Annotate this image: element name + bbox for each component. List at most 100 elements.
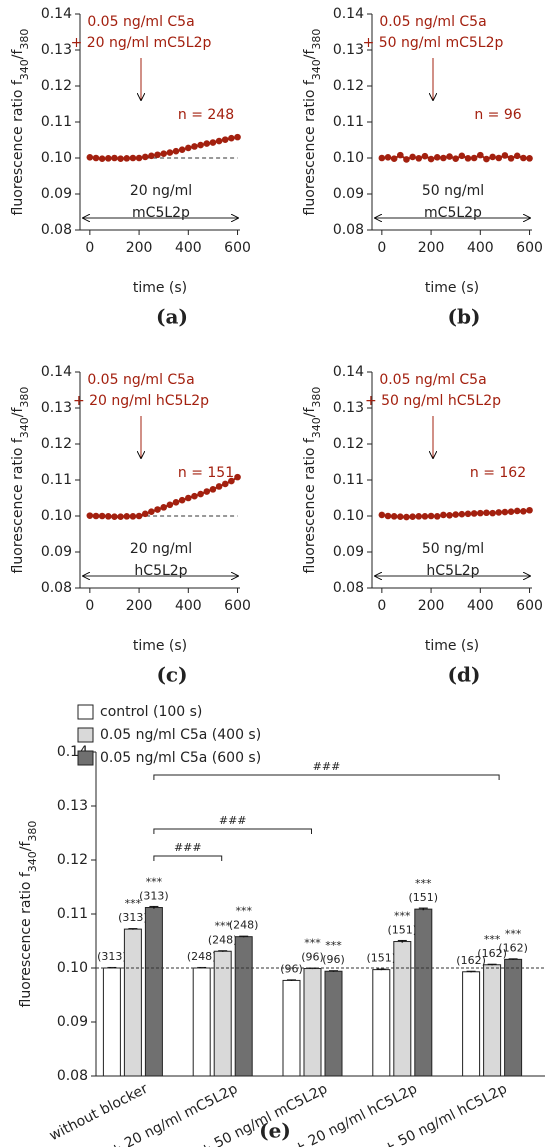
data-point bbox=[209, 486, 217, 493]
bar bbox=[282, 979, 301, 1077]
data-point bbox=[172, 499, 180, 506]
y-tick-label: 0.13 bbox=[41, 400, 72, 416]
x-tick-label: 200 bbox=[418, 598, 445, 614]
legend-swatch bbox=[77, 727, 94, 743]
data-point bbox=[513, 152, 521, 160]
y-tick-label: 0.12 bbox=[333, 436, 364, 452]
data-point bbox=[384, 153, 392, 161]
annotation: 0.05 ng/ml C5a bbox=[87, 372, 194, 388]
data-point bbox=[433, 153, 441, 161]
y-tick-label: 0.11 bbox=[333, 472, 364, 488]
y-axis-label-part: /f bbox=[18, 841, 34, 852]
data-point bbox=[403, 156, 410, 163]
data-point bbox=[234, 473, 241, 481]
n-label: (151) bbox=[367, 952, 397, 965]
n-label: n = 248 bbox=[178, 107, 234, 123]
data-point bbox=[390, 155, 398, 163]
data-point bbox=[148, 508, 155, 515]
data-point bbox=[458, 152, 466, 160]
y-axis-label-part: fluorescence ratio f bbox=[18, 871, 34, 1007]
x-tick-label: 200 bbox=[126, 598, 153, 614]
n-label: (96) bbox=[322, 953, 345, 966]
y-axis-label-part: fluorescence ratio f bbox=[10, 437, 26, 573]
data-point bbox=[98, 155, 106, 163]
y-axis-label-part: 340 bbox=[310, 59, 323, 80]
y-tick-label: 0.10 bbox=[41, 150, 72, 166]
x-tick-label: 400 bbox=[175, 240, 202, 256]
data-point bbox=[234, 133, 241, 141]
y-axis-label: fluorescence ratio f340/f380 bbox=[10, 29, 31, 216]
data-point bbox=[495, 154, 503, 162]
n-label: n = 96 bbox=[474, 107, 521, 123]
y-tick-label: 0.09 bbox=[41, 544, 72, 560]
data-point bbox=[197, 490, 204, 498]
data-point bbox=[228, 477, 235, 485]
bracket bbox=[153, 774, 500, 780]
data-point bbox=[185, 144, 192, 152]
y-axis-label-part: 340 bbox=[18, 59, 31, 80]
x-axis-label: time (s) bbox=[133, 280, 187, 296]
data-point bbox=[507, 508, 515, 515]
data-point bbox=[415, 155, 423, 162]
significance: *** bbox=[214, 919, 231, 932]
legend-label: control (100 s) bbox=[100, 704, 202, 720]
data-point bbox=[446, 153, 453, 160]
significance: *** bbox=[505, 927, 522, 940]
blocker-label: hC5L2p bbox=[426, 563, 479, 579]
bracket bbox=[153, 828, 312, 834]
data-point bbox=[191, 143, 198, 150]
data-point bbox=[403, 513, 410, 521]
annotation: + 20 ng/ml mC5L2p bbox=[71, 35, 212, 51]
n-label: (313) bbox=[97, 950, 127, 963]
bar bbox=[372, 969, 391, 1077]
data-point bbox=[141, 153, 149, 161]
data-point bbox=[123, 513, 131, 520]
comparison-label: ### bbox=[219, 814, 247, 827]
bar bbox=[324, 970, 343, 1077]
y-tick-label: 0.10 bbox=[333, 150, 364, 166]
y-tick-label: 0.09 bbox=[333, 544, 364, 560]
n-label: (162) bbox=[477, 947, 507, 960]
y-tick-label: 0.10 bbox=[41, 508, 72, 524]
data-point bbox=[111, 154, 118, 162]
x-tick-label: 0 bbox=[377, 598, 386, 614]
bar bbox=[504, 958, 523, 1077]
y-axis-label-part: 380 bbox=[18, 387, 31, 408]
n-label: (248) bbox=[208, 933, 238, 946]
data-point bbox=[86, 153, 94, 161]
y-axis-label: fluorescence ratio f340/f380 bbox=[18, 821, 39, 1008]
data-point bbox=[86, 512, 94, 519]
data-point bbox=[105, 155, 112, 162]
annotation: + 50 ng/ml hC5L2p bbox=[365, 393, 501, 409]
y-axis-label-part: 380 bbox=[18, 29, 31, 50]
data-point bbox=[384, 512, 392, 520]
bar bbox=[144, 907, 163, 1077]
data-point bbox=[520, 154, 527, 162]
y-tick-label: 0.12 bbox=[333, 78, 364, 94]
x-tick-label: 0 bbox=[85, 598, 94, 614]
data-point bbox=[415, 513, 423, 520]
data-point bbox=[427, 512, 435, 520]
y-tick-label: 0.09 bbox=[41, 186, 72, 202]
bar bbox=[414, 908, 433, 1077]
data-point bbox=[160, 150, 167, 157]
data-point bbox=[495, 509, 503, 516]
data-point bbox=[98, 512, 106, 520]
data-point bbox=[470, 510, 478, 517]
y-tick-label: 0.14 bbox=[41, 6, 72, 22]
panel-label: (a) bbox=[156, 305, 188, 329]
y-tick-label: 0.10 bbox=[57, 960, 88, 976]
y-tick-label: 0.13 bbox=[57, 798, 88, 814]
data-point bbox=[446, 511, 453, 519]
data-point bbox=[203, 488, 211, 495]
n-label: (151) bbox=[409, 891, 439, 904]
y-axis-label: fluorescence ratio f340/f380 bbox=[302, 29, 323, 216]
data-point bbox=[458, 510, 466, 518]
y-tick-label: 0.08 bbox=[333, 222, 364, 238]
y-tick-label: 0.09 bbox=[333, 186, 364, 202]
data-point bbox=[427, 155, 435, 163]
data-point bbox=[148, 152, 155, 160]
blocker-label: hC5L2p bbox=[134, 563, 187, 579]
y-tick-label: 0.13 bbox=[333, 400, 364, 416]
y-axis-label-part: /f bbox=[10, 49, 26, 60]
